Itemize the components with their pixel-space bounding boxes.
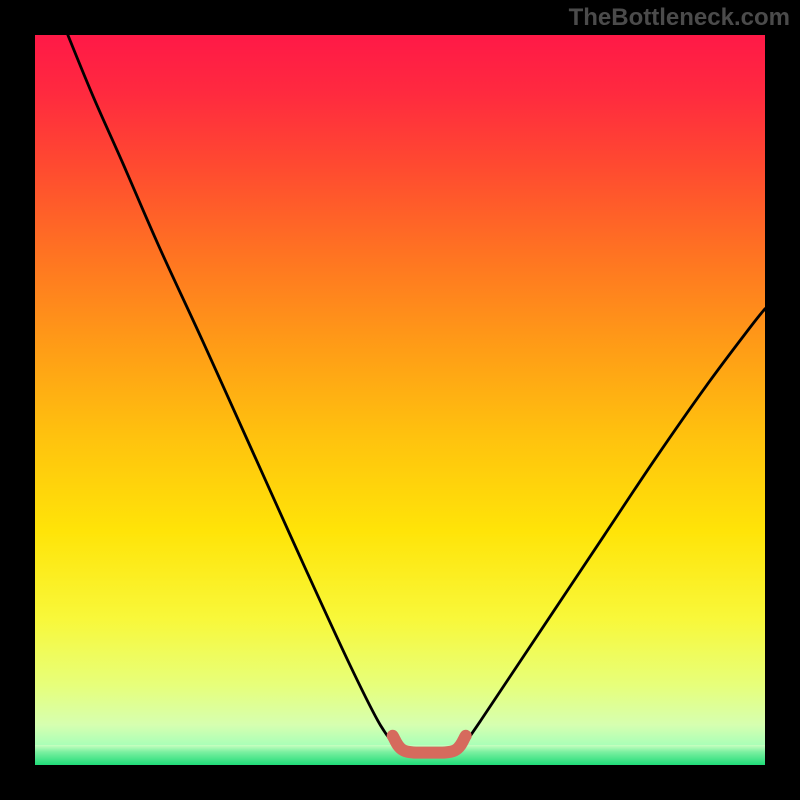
v-curve-path [68,35,765,745]
plot-area [35,35,765,765]
chart-stage: TheBottleneck.com [0,0,800,800]
watermark-text: TheBottleneck.com [569,4,790,32]
curve-layer [35,35,765,765]
flat-segment-path [393,736,466,753]
